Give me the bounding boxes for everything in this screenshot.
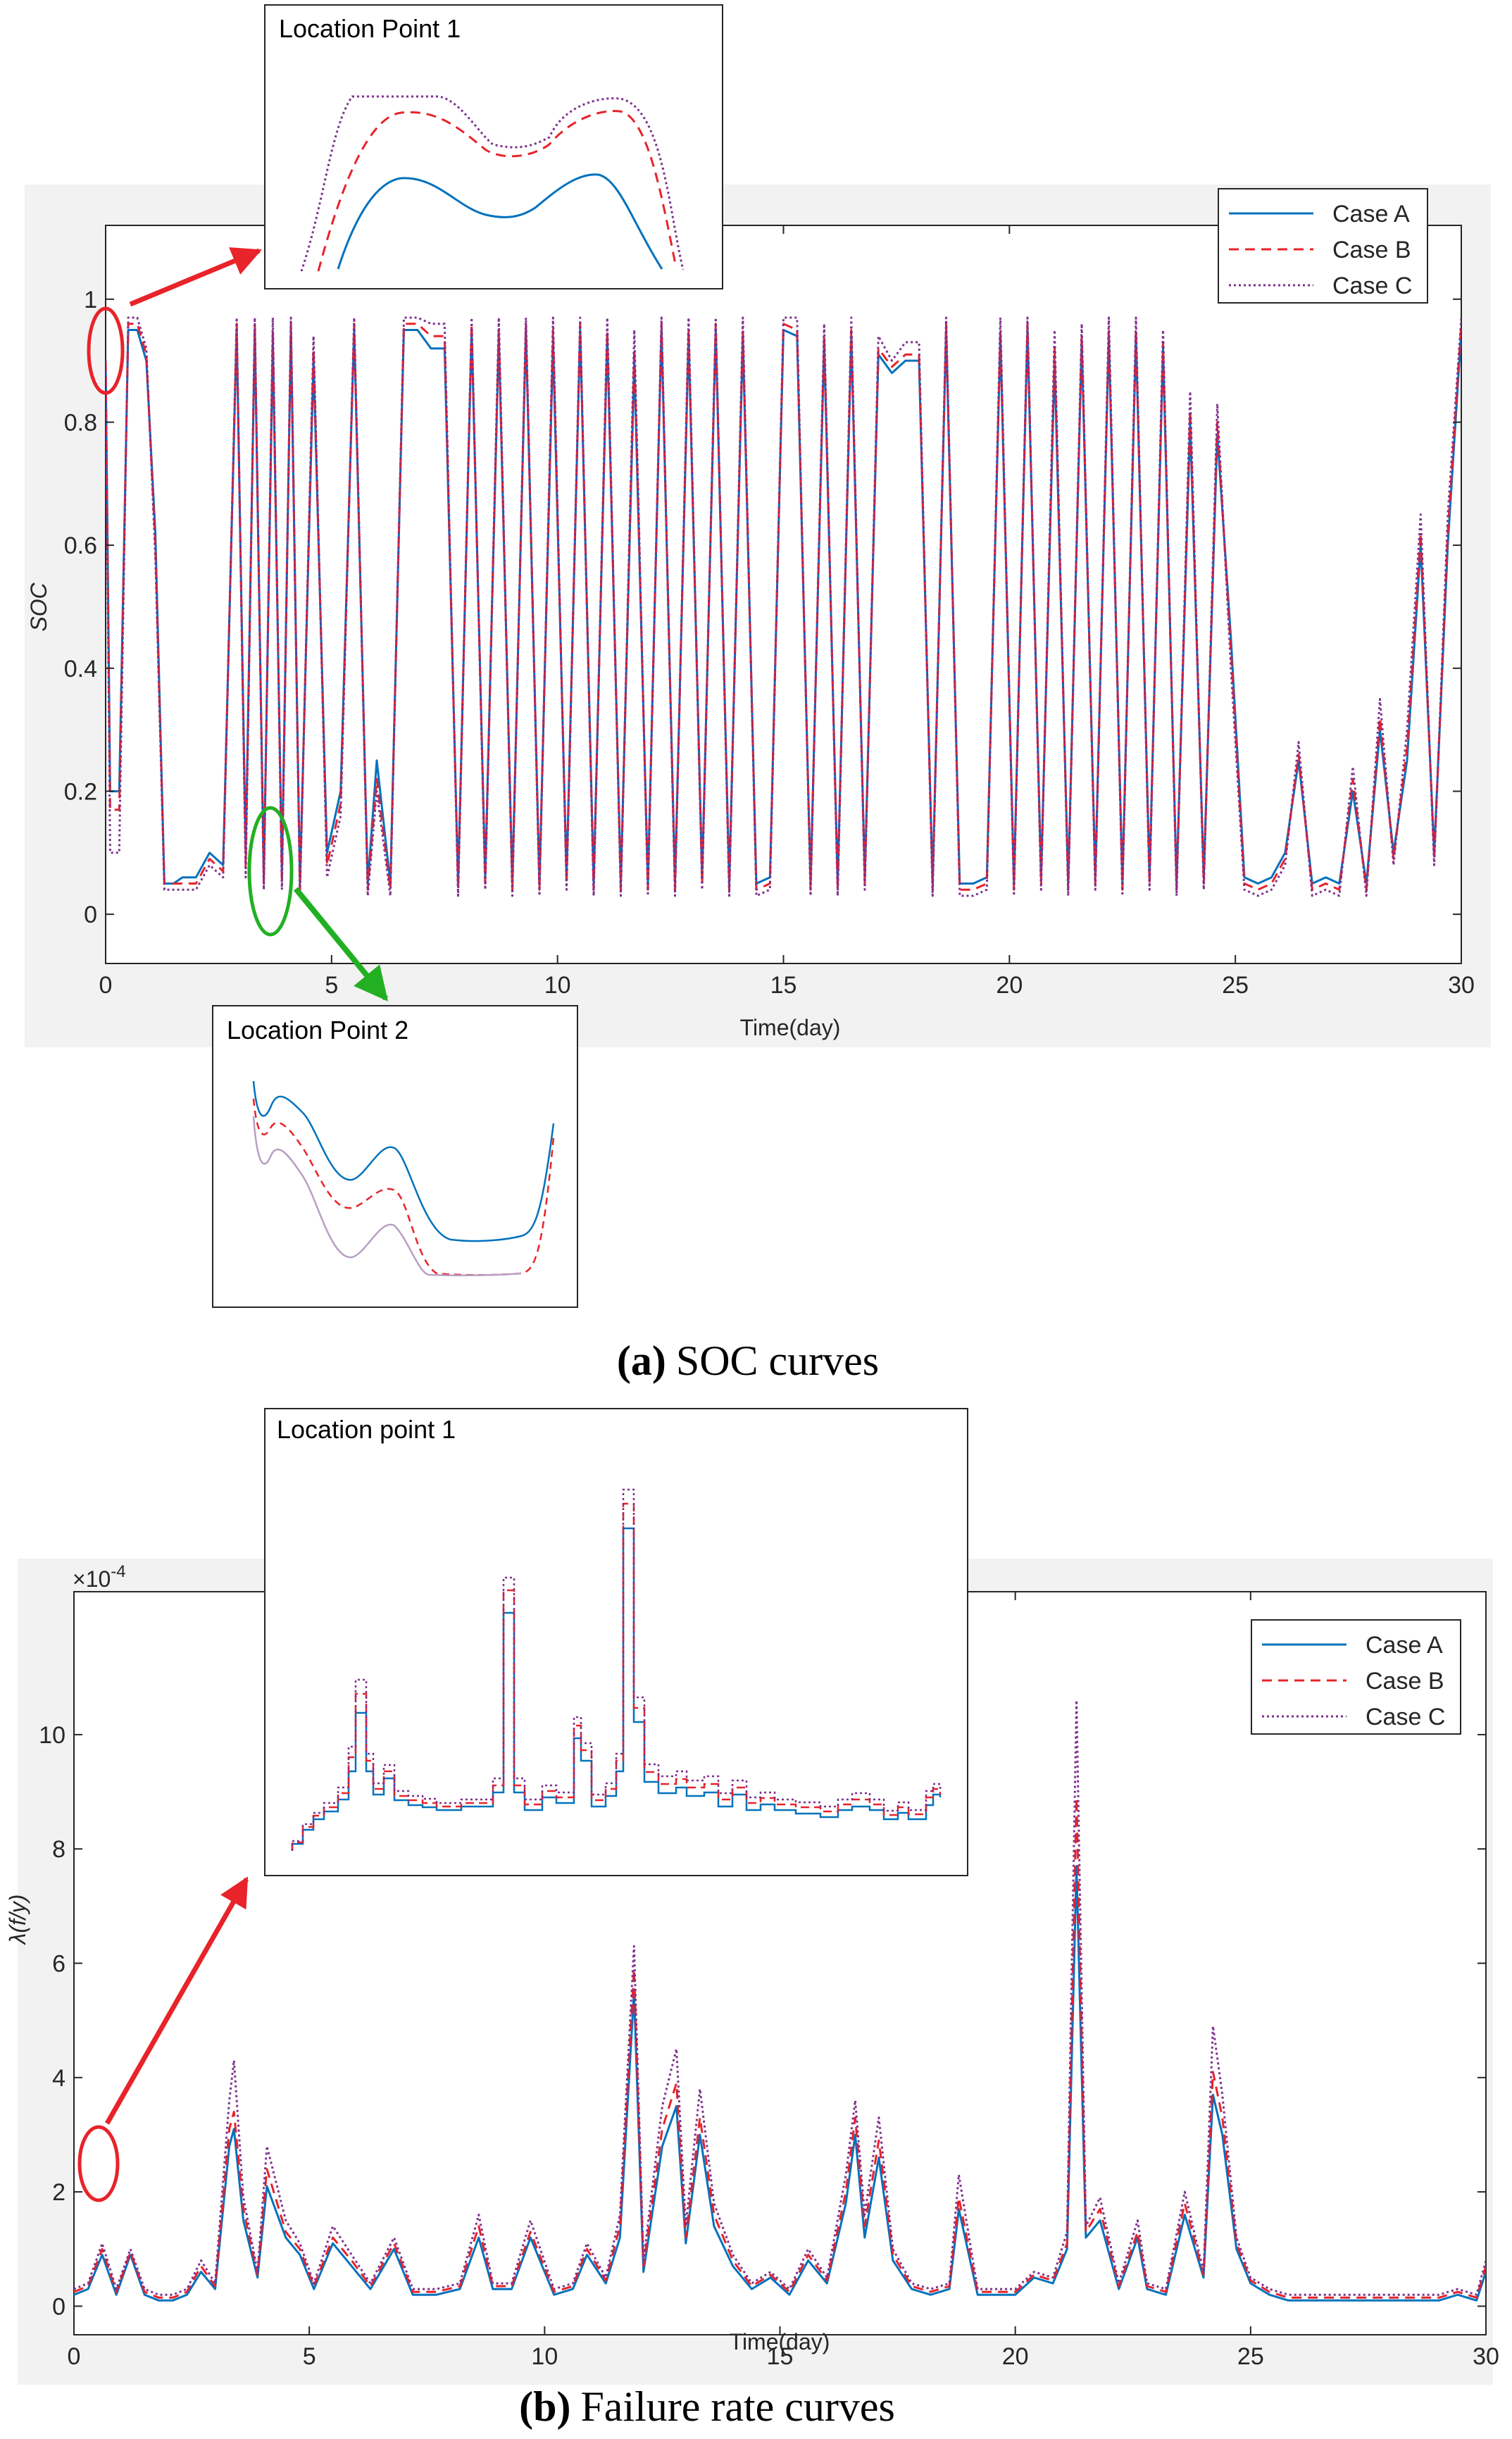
panel-b-inset-frame [264,1408,968,1876]
panel-b-location-point-1-arrow [104,1876,249,2125]
x-tick-label: 25 [1237,2343,1264,2370]
inset-location-point-1: Location Point 1 [264,4,723,289]
panel-b-inset-title: Location point 1 [277,1415,456,1444]
panel-b-series-case-b [74,1796,1486,2299]
inset-2-case-a-line [252,1080,555,1242]
location-point-1-arrow [129,247,262,307]
legend-label-case-a: Case A [1332,201,1410,227]
panel-b-y-axis-label: λ(f/y) [5,1895,30,1946]
x-tick-label: 10 [531,2343,558,2370]
x-tick-label: 5 [325,972,338,999]
legend-b-label-case-a: Case A [1366,1632,1443,1659]
x-tick-label: 20 [996,972,1023,999]
panel-a-legend-box [1218,188,1428,304]
panel-b-series-case-a [74,1865,1486,2302]
panel-b-y-ticks: 0 2 4 6 8 10 [39,1722,1486,2320]
inset-2-frame [212,1005,578,1308]
panel-a-x-ticks: 0 5 10 15 20 25 30 [99,225,1475,999]
panel-b: 0 5 10 15 20 25 30 0 2 4 6 8 10 Time(day) λ(f/y) ×1… [5,1408,1499,2430]
location-point-1-marker [87,306,125,395]
y-tick-label: 0.8 [64,409,97,436]
x-tick-label: 10 [544,972,571,999]
panel-b-inset-case-c-line [291,1488,942,1851]
y-tick-label: 0.2 [64,778,97,805]
panel-b-inset-location-point-1: Location point 1 [264,1408,968,1876]
inset-2-case-c-line [252,1116,522,1277]
x-tick-label: 30 [1473,2343,1499,2370]
x-tick-label: 0 [99,972,113,999]
panel-a: 0 5 10 15 20 25 30 0 0.2 0.4 0.6 0.8 1 Time(day) SO… [25,4,1491,1384]
location-point-2-arrow [293,887,389,1002]
inset-1-title: Location Point 1 [279,14,461,43]
y-tick-label: 0.6 [64,532,97,559]
panel-a-y-axis-label: SOC [26,582,51,631]
x-tick-label: 5 [303,2343,316,2370]
y-tick-label: 10 [39,1722,65,1749]
legend-label-case-c: Case C [1332,273,1412,299]
inset-1-case-a-line [337,173,663,270]
y-tick-label: 4 [52,2065,65,2092]
panel-b-legend-box [1251,1619,1461,1735]
x-tick-label: 15 [767,2343,794,2370]
x-tick-label: 30 [1448,972,1475,999]
panel-a-legend: Case A Case B Case C [1218,188,1428,304]
y-tick-label: 6 [52,1951,65,1978]
legend-label-case-b: Case B [1332,237,1411,263]
y-tick-label: 1 [84,287,97,313]
y-tick-label: 2 [52,2179,65,2206]
panel-b-exponent-label: ×10-4 [73,1562,126,1592]
x-tick-label: 15 [770,972,797,999]
y-tick-label: 8 [52,1836,65,1863]
inset-2-case-b-line [252,1098,555,1276]
y-tick-label: 0 [84,902,97,928]
inset-1-case-c-line [300,95,685,272]
y-tick-label: 0 [52,2293,65,2320]
x-tick-label: 20 [1002,2343,1029,2370]
x-tick-label: 25 [1222,972,1249,999]
caption-b-text: Failure rate curves [580,2383,894,2430]
panel-a-x-axis-label: Time(day) [740,1015,841,1040]
panel-b-series-group [74,1699,1486,2302]
panel-a-y-ticks: 0 0.2 0.4 0.6 0.8 1 [64,287,1461,928]
panel-b-x-axis-label: Time(day) [730,2329,830,2354]
caption-b: (b) Failure rate curves [519,2383,895,2430]
inset-2-title: Location Point 2 [227,1016,408,1044]
caption-a-text: SOC curves [676,1337,879,1384]
panel-b-location-point-1-marker [77,2125,120,2202]
panel-b-x-ticks: 0 5 10 15 20 25 30 [68,1592,1499,2370]
location-point-2-marker [247,806,294,937]
panel-b-series-case-c [74,1699,1486,2296]
y-tick-label: 0.4 [64,656,97,682]
inset-1-case-b-line [317,110,677,272]
panel-b-exponent-base: ×10 [73,1566,111,1592]
panel-a-series-case-c [106,316,1461,897]
legend-b-label-case-c: Case C [1366,1704,1445,1730]
panel-a-series-group [106,316,1461,897]
caption-a: (a) SOC curves [617,1337,879,1384]
caption-b-letter: (b) [519,2383,570,2430]
panel-b-exponent-power: -4 [111,1562,125,1581]
legend-b-label-case-b: Case B [1366,1668,1444,1695]
x-tick-label: 0 [68,2343,81,2370]
caption-a-letter: (a) [617,1337,666,1384]
inset-location-point-2: Location Point 2 [212,1005,578,1308]
panel-b-legend: Case A Case B Case C [1251,1619,1461,1735]
